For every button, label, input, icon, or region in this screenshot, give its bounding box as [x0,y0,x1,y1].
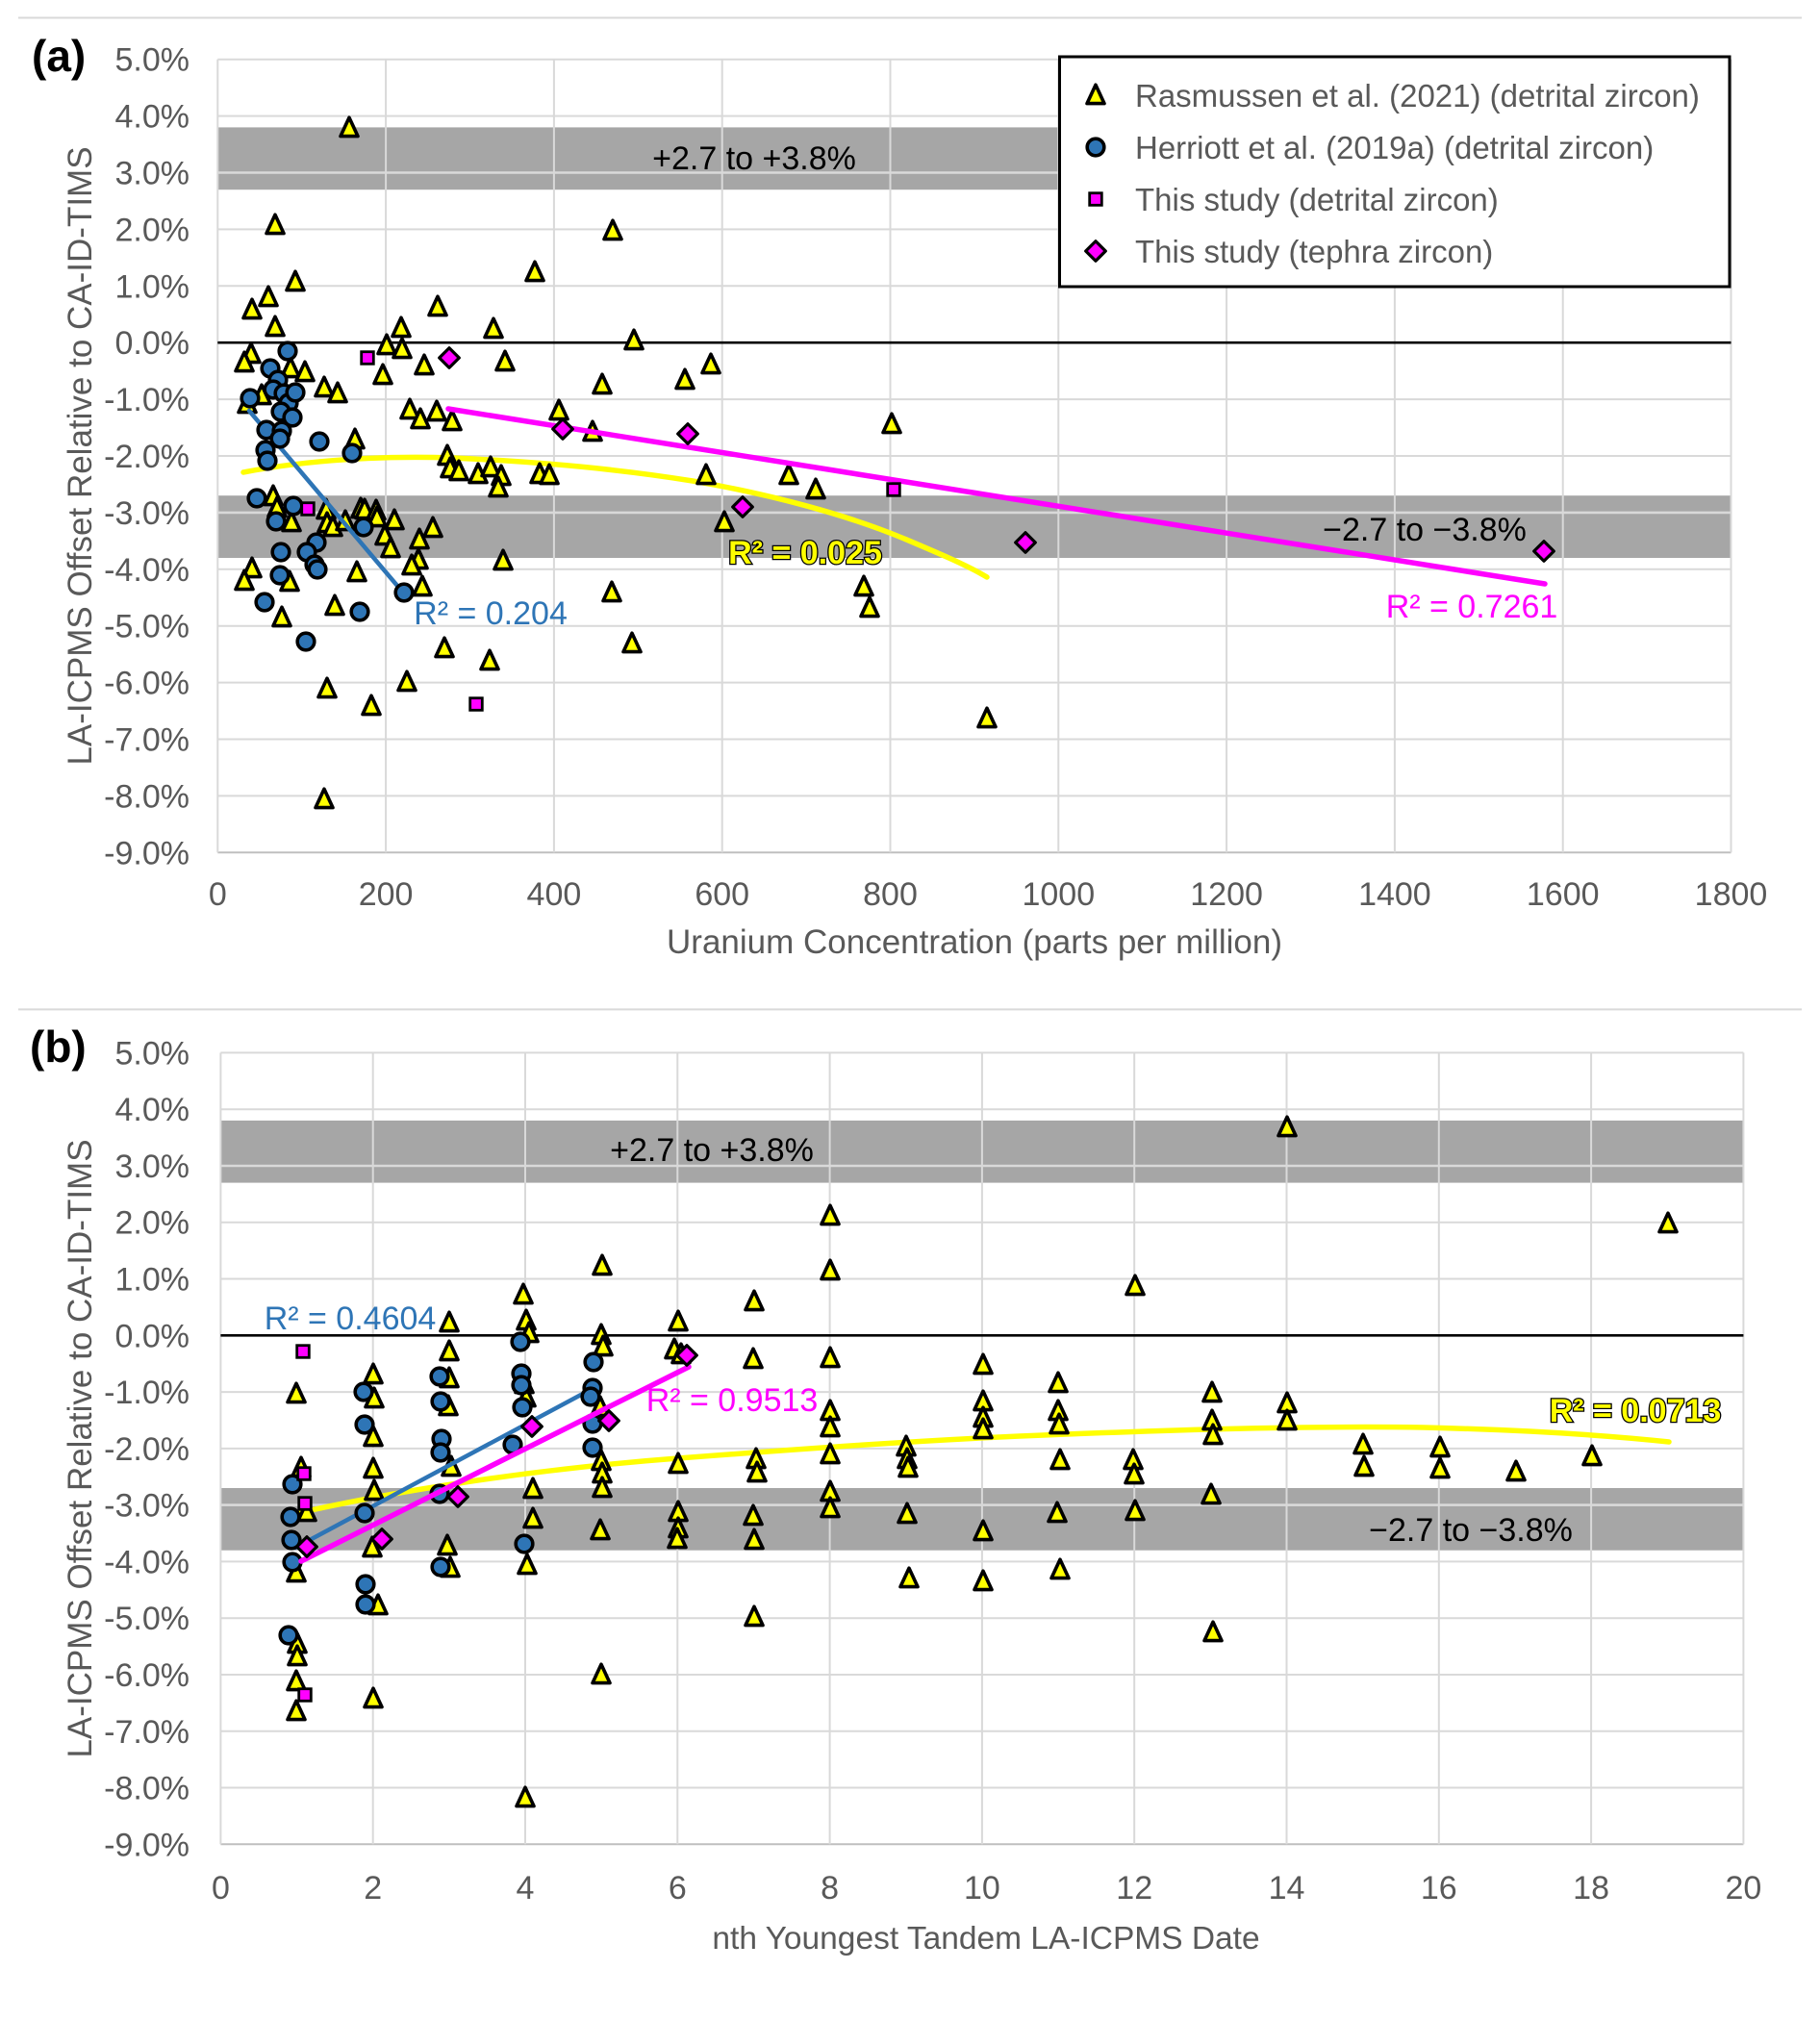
svg-text:+2.7 to +3.8%: +2.7 to +3.8% [652,140,856,177]
svg-text:+2.7 to +3.8%: +2.7 to +3.8% [610,1132,814,1169]
svg-text:R² = 0.204: R² = 0.204 [414,595,568,632]
svg-text:-4.0%: -4.0% [104,552,190,589]
svg-text:4: 4 [517,1870,535,1906]
svg-text:(b): (b) [30,1022,87,1072]
svg-text:-6.0%: -6.0% [104,666,190,702]
svg-text:Uranium Concentration (parts p: Uranium Concentration (parts per million… [667,923,1282,961]
svg-text:-7.0%: -7.0% [104,1714,190,1751]
svg-text:3.0%: 3.0% [115,1149,190,1185]
svg-text:1200: 1200 [1190,876,1263,913]
svg-text:0: 0 [209,876,227,913]
svg-text:-1.0%: -1.0% [104,382,190,418]
svg-text:5.0%: 5.0% [115,42,190,79]
svg-text:0.0%: 0.0% [115,325,190,362]
svg-text:-4.0%: -4.0% [104,1544,190,1580]
svg-text:-8.0%: -8.0% [104,1771,190,1807]
svg-text:This study (tephra zircon): This study (tephra zircon) [1135,234,1493,269]
svg-text:2: 2 [364,1870,382,1906]
svg-text:3.0%: 3.0% [115,156,190,192]
svg-text:1600: 1600 [1527,876,1600,913]
svg-text:14: 14 [1269,1870,1305,1906]
svg-text:R² = 0.0713: R² = 0.0713 [1550,1393,1722,1429]
svg-text:1400: 1400 [1358,876,1431,913]
svg-text:-1.0%: -1.0% [104,1375,190,1411]
svg-text:1000: 1000 [1022,876,1095,913]
svg-text:4.0%: 4.0% [115,99,190,136]
svg-text:R² = 0.9513: R² = 0.9513 [646,1382,819,1419]
svg-text:Rasmussen et al. (2021) (detri: Rasmussen et al. (2021) (detrital zircon… [1135,78,1700,114]
svg-text:18: 18 [1573,1870,1609,1906]
svg-text:400: 400 [527,876,582,913]
svg-text:LA-ICPMS Offset Relative to CA: LA-ICPMS Offset Relative to CA-ID-TIMS [62,1139,99,1757]
svg-text:-3.0%: -3.0% [104,495,190,532]
svg-text:0.0%: 0.0% [115,1318,190,1354]
svg-text:-3.0%: -3.0% [104,1488,190,1525]
svg-text:20: 20 [1725,1870,1761,1906]
svg-text:R² = 0.7261: R² = 0.7261 [1386,589,1558,625]
svg-text:-6.0%: -6.0% [104,1657,190,1694]
svg-text:(a): (a) [32,31,86,81]
svg-text:-5.0%: -5.0% [104,1601,190,1637]
svg-text:-5.0%: -5.0% [104,609,190,645]
svg-text:nth Youngest Tandem LA-ICPMS D: nth Youngest Tandem LA-ICPMS Date [712,1921,1259,1957]
svg-text:2.0%: 2.0% [115,1205,190,1242]
svg-text:5.0%: 5.0% [115,1035,190,1072]
svg-text:200: 200 [359,876,414,913]
svg-text:4.0%: 4.0% [115,1092,190,1128]
svg-text:1800: 1800 [1695,876,1768,913]
svg-text:10: 10 [964,1870,1000,1906]
svg-text:1.0%: 1.0% [115,1262,190,1299]
svg-text:-2.0%: -2.0% [104,439,190,475]
svg-text:12: 12 [1116,1870,1152,1906]
svg-text:-9.0%: -9.0% [104,1827,190,1863]
svg-text:−2.7 to −3.8%: −2.7 to −3.8% [1323,512,1527,548]
svg-text:6: 6 [669,1870,687,1906]
svg-text:−2.7 to −3.8%: −2.7 to −3.8% [1369,1512,1573,1549]
svg-text:0: 0 [212,1870,230,1906]
svg-text:-8.0%: -8.0% [104,778,190,815]
svg-text:This study (detrital zircon): This study (detrital zircon) [1135,182,1499,217]
svg-text:2.0%: 2.0% [115,212,190,248]
svg-text:-9.0%: -9.0% [104,835,190,871]
svg-text:16: 16 [1421,1870,1457,1906]
svg-text:800: 800 [863,876,918,913]
svg-text:600: 600 [695,876,749,913]
svg-text:8: 8 [821,1870,839,1906]
svg-text:1.0%: 1.0% [115,268,190,305]
svg-text:Herriott et al. (2019a) (detri: Herriott et al. (2019a) (detrital zircon… [1135,130,1654,165]
svg-text:R² = 0.025: R² = 0.025 [728,535,882,571]
svg-text:-7.0%: -7.0% [104,722,190,759]
svg-text:-2.0%: -2.0% [104,1431,190,1468]
svg-text:LA-ICPMS Offset Relative to CA: LA-ICPMS Offset Relative to CA-ID-TIMS [62,146,99,765]
svg-text:R² = 0.4604: R² = 0.4604 [265,1300,437,1337]
